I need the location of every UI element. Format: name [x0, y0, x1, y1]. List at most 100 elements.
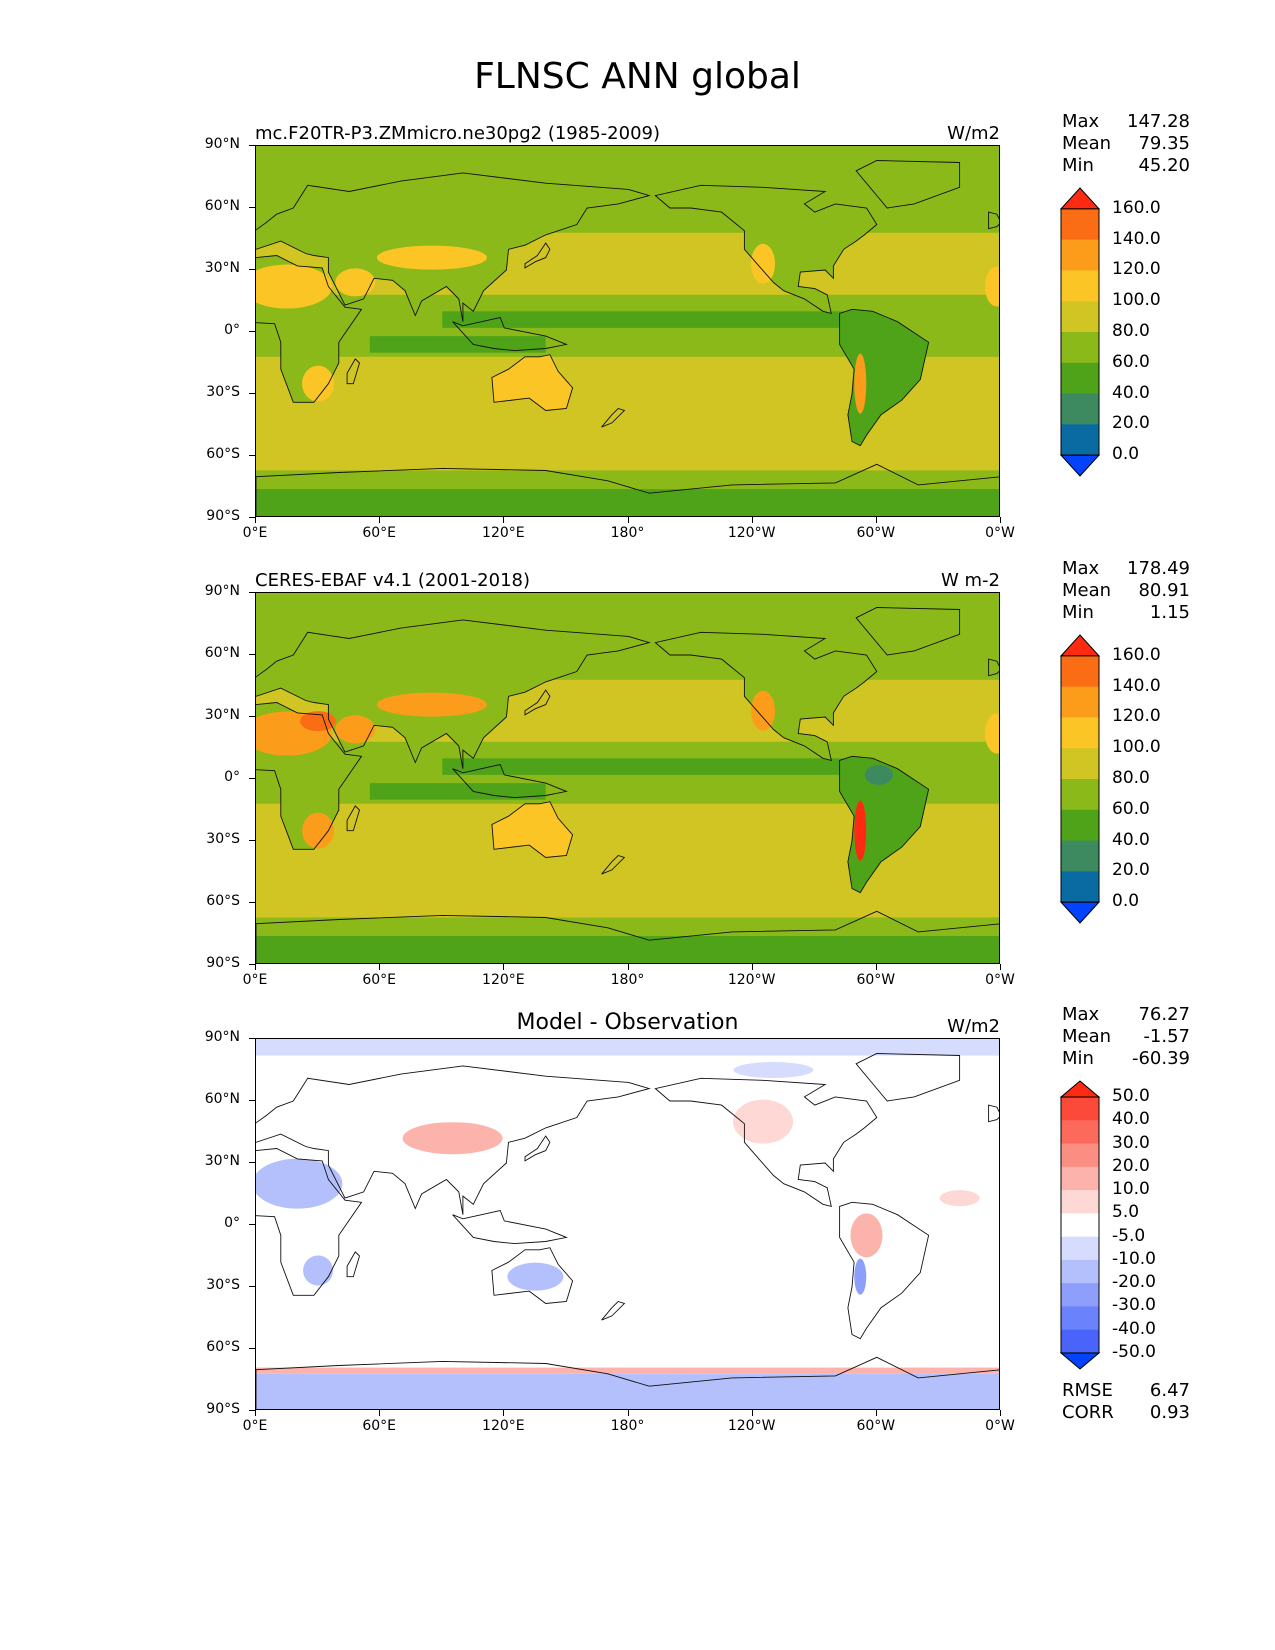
- lon-tick: [751, 517, 753, 523]
- stat-row: RMSE 6.47: [1062, 1380, 1190, 1402]
- colorbar-label: 60.0: [1112, 798, 1150, 819]
- coastline-eurasia: [256, 619, 651, 769]
- lon-label: 0°E: [242, 525, 268, 541]
- map-panel-3: Model - Observation W/m2 90°N 60°N 30°N 0° 30°…: [0, 1004, 1275, 1478]
- colorbar-segment: [1061, 717, 1099, 749]
- stat-value: 80.91: [1138, 580, 1190, 601]
- colorbar-label: 20.0: [1112, 1155, 1150, 1176]
- lat-tick: [249, 1410, 255, 1411]
- stat-row: CORR 0.93: [1062, 1402, 1190, 1424]
- lon-tick: [751, 1410, 753, 1416]
- lon-tick: [1000, 1410, 1001, 1416]
- andes-diff: [854, 1258, 867, 1295]
- atlantic-west-africa-field: [984, 713, 999, 754]
- antarctic-band: [256, 489, 999, 516]
- na-diff: [733, 1099, 794, 1144]
- colorbar-label: 100.0: [1112, 737, 1161, 758]
- lon-label: 120°W: [727, 525, 776, 541]
- coastline-antarctica: [256, 910, 999, 963]
- coastline-indonesia: [452, 316, 568, 352]
- lat-label: 60°N: [204, 1091, 240, 1107]
- lat-tick: [249, 654, 255, 655]
- colorbar-label: 40.0: [1112, 829, 1150, 850]
- coastlines: [256, 160, 999, 516]
- colorbar: [1059, 187, 1110, 481]
- lon-tick: [875, 517, 877, 523]
- coastline-samerica: [839, 1201, 930, 1340]
- colorbar-label: 60.0: [1112, 351, 1150, 372]
- coastline-samerica: [839, 755, 930, 894]
- stat-row: Max 178.49: [1062, 558, 1190, 580]
- lon-label: 180°: [610, 972, 645, 988]
- itcz-band: [442, 311, 857, 328]
- coastline-africa: [256, 1148, 363, 1296]
- lon-label: 120°W: [727, 972, 776, 988]
- coastline-madagascar: [346, 358, 361, 385]
- colorbar-segment: [1061, 239, 1099, 271]
- sahara-field: [256, 264, 333, 309]
- colorbar-label: 140.0: [1112, 228, 1161, 249]
- colorbar-segment: [1061, 686, 1099, 718]
- colorbar-label: 160.0: [1112, 197, 1161, 218]
- colorbar-segment: [1061, 809, 1099, 842]
- arabia-field: [335, 268, 376, 297]
- coastline-japan: [524, 689, 551, 716]
- stat-row: Mean 79.35: [1062, 133, 1190, 155]
- lat-label: 60°N: [204, 645, 240, 661]
- colorbar-segment: [1061, 424, 1099, 456]
- colorbar-label: 20.0: [1112, 413, 1150, 434]
- lat-tick: [249, 393, 255, 394]
- coastline-madagascar: [346, 805, 361, 832]
- lat-label: 60°S: [206, 446, 240, 462]
- lon-label: 60°W: [856, 525, 896, 541]
- lon-tick: [627, 517, 629, 523]
- lon-tick: [255, 1410, 256, 1416]
- panel-title: mc.F20TR-P3.ZMmicro.ne30pg2 (1985-2009): [255, 123, 660, 144]
- field-layer: [256, 146, 999, 516]
- coastline-nz: [601, 407, 626, 428]
- coastline-indonesia: [452, 1209, 568, 1245]
- egypt-field: [300, 711, 337, 732]
- colorbar-svg: [1059, 187, 1101, 477]
- lat-tick: [249, 207, 255, 208]
- lon-tick: [255, 517, 256, 523]
- lon-tick: [379, 517, 381, 523]
- colorbar-label: 120.0: [1112, 706, 1161, 727]
- colorbar-segment: [1061, 1166, 1099, 1191]
- sahara-diff: [256, 1158, 343, 1209]
- stat-label: Mean: [1062, 580, 1112, 601]
- coastline-uk: [988, 1104, 999, 1123]
- lon-label: 180°: [610, 525, 645, 541]
- lat-label: 0°: [224, 322, 240, 338]
- colorbar-label: 20.0: [1112, 860, 1150, 881]
- antarctic-band: [256, 936, 999, 963]
- lat-label: 30°S: [206, 384, 240, 400]
- colorbar-segment: [1061, 779, 1099, 811]
- colorbar-segment: [1061, 393, 1099, 425]
- colorbar-label: -30.0: [1112, 1295, 1156, 1316]
- coastline-namerica: [654, 184, 878, 315]
- colorbar-segment: [1061, 1306, 1099, 1331]
- lon-tick: [751, 964, 753, 970]
- asia-diff: [402, 1122, 503, 1155]
- map-panel-1: mc.F20TR-P3.ZMmicro.ne30pg2 (1985-2009) W…: [0, 111, 1275, 585]
- antarctic-edge-band: [256, 1367, 999, 1374]
- lat-label: 90°N: [204, 1029, 240, 1045]
- map-canvas: [256, 1039, 999, 1409]
- stat-value: 6.47: [1149, 1380, 1190, 1401]
- canada-arctic-diff: [733, 1062, 814, 1078]
- coastline-nz: [601, 854, 626, 875]
- stat-row: Mean 80.91: [1062, 580, 1190, 602]
- coastline-madagascar: [346, 1251, 361, 1278]
- stat-label: Max: [1062, 558, 1100, 579]
- field-layer: [256, 593, 999, 963]
- lon-tick: [875, 964, 877, 970]
- colorbar-segment: [1061, 655, 1099, 688]
- lat-tick: [249, 1348, 255, 1349]
- lon-tick: [1000, 964, 1001, 970]
- coastline-australia: [491, 354, 574, 411]
- lon-tick: [875, 1410, 877, 1416]
- colorbar-segment: [1061, 332, 1099, 364]
- stat-value: -60.39: [1131, 1048, 1190, 1069]
- colorbar-segment: [1061, 1213, 1099, 1238]
